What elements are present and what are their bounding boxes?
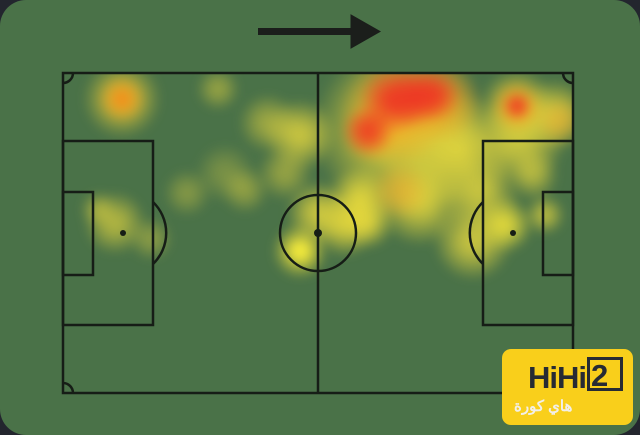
logo-brand-number: 2 <box>591 357 608 393</box>
logo-number-box: 2 <box>587 357 623 391</box>
penalty-area-left <box>61 139 155 327</box>
logo-tagline-arabic: هاي كورة <box>514 398 573 415</box>
centre-spot <box>314 229 322 237</box>
penalty-arc-left <box>152 201 168 265</box>
logo-brand-row: HiHi 2 <box>514 357 623 395</box>
hihi2-logo-badge: HiHi 2 هاي كورة <box>502 349 633 425</box>
penalty-spot-left <box>120 230 126 236</box>
centre-circle <box>278 193 358 273</box>
corner-arc-top-right <box>561 72 574 85</box>
penalty-area-right <box>481 139 575 327</box>
six-yard-box-right <box>541 190 575 277</box>
corner-arc-top-left <box>62 72 75 85</box>
penalty-arc-right <box>468 201 484 265</box>
logo-brand-text: HiHi <box>528 360 587 395</box>
attack-direction-arrow-icon <box>258 14 382 49</box>
penalty-spot-right <box>510 230 516 236</box>
six-yard-box-left <box>61 190 95 277</box>
corner-arc-bottom-left <box>62 381 75 394</box>
